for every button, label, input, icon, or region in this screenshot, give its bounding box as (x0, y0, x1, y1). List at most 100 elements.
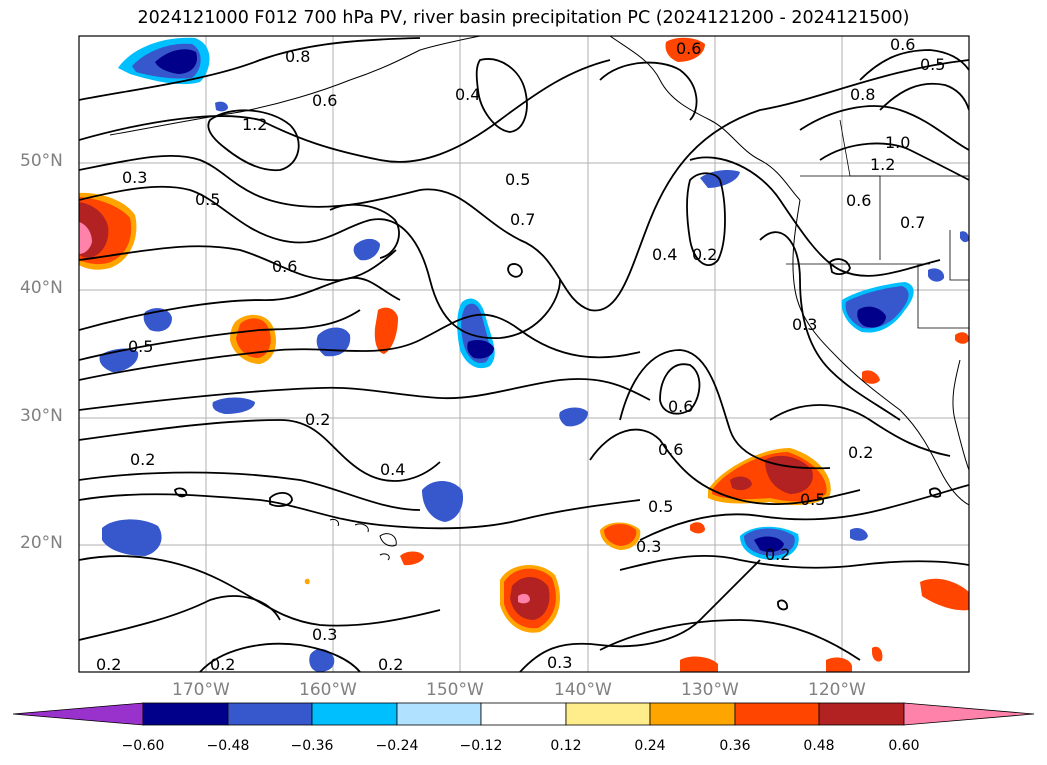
contour-label: 0.6 (890, 35, 915, 54)
contour-label: 0.2 (210, 655, 235, 674)
precip-pos-patch (765, 455, 813, 494)
precip-neg-patch (155, 49, 198, 74)
lon-tick-label: 170°W (172, 680, 230, 700)
contour-label: 0.6 (846, 191, 871, 210)
borders (786, 119, 969, 329)
contour-label: 0.5 (505, 170, 530, 189)
precip-neg-patch (559, 407, 588, 427)
precip-pos-patch (872, 646, 883, 662)
contour-label: 0.6 (312, 91, 337, 110)
contour-label: 0.4 (380, 460, 405, 479)
lat-tick-label: 50°N (20, 151, 63, 171)
colorbar-tick-label: 0.12 (550, 738, 582, 754)
colorbar-extend-high (903, 702, 1035, 726)
contour-label: 0.8 (285, 47, 310, 66)
contour-label: 0.3 (792, 315, 817, 334)
precip-pos-patch (400, 551, 424, 566)
colorbar-tick-label: 0.60 (888, 738, 920, 754)
contour-label: 0.3 (547, 653, 572, 672)
precip-pos-patch (518, 593, 530, 604)
lon-tick-label: 130°W (681, 680, 739, 700)
lon-tick-label: 140°W (554, 680, 612, 700)
colorbar-segment (227, 702, 313, 726)
coastlines (109, 36, 969, 561)
precip-blobs (79, 37, 969, 672)
precip-pos-patch (374, 307, 398, 354)
precip-pos-patch (920, 578, 969, 611)
colorbar-segment (396, 702, 482, 726)
precip-neg-patch (754, 536, 784, 552)
contour-label: 0.3 (122, 168, 147, 187)
colorbar-extend-low (12, 702, 144, 726)
contour-label: 1.0 (885, 133, 910, 152)
contour-label: 0.3 (636, 537, 661, 556)
colorbar-tick-label: −0.12 (459, 738, 503, 754)
precip-neg-patch (316, 327, 351, 357)
precip-neg-patch (215, 101, 228, 112)
contour-label: 0.5 (195, 190, 220, 209)
lon-tick-label: 120°W (808, 680, 866, 700)
colorbar-tick-label: 0.24 (634, 738, 666, 754)
contour-label: 0.2 (305, 410, 330, 429)
precip-neg-patch (353, 238, 380, 261)
colorbar-segment (142, 702, 229, 726)
contour-label: 0.2 (848, 443, 873, 462)
colorbar-segment (734, 702, 820, 726)
lat-tick-label: 30°N (20, 406, 63, 426)
contour-label: 0.7 (900, 213, 925, 232)
colorbar-segment (565, 702, 651, 726)
contour-label: 0.2 (378, 655, 403, 674)
contour-label: 0.3 (312, 625, 337, 644)
lat-tick-label: 20°N (20, 533, 63, 553)
contour-label: 0.2 (130, 450, 155, 469)
colorbar-tick-label: −0.60 (121, 738, 165, 754)
lon-tick-label: 160°W (299, 680, 357, 700)
contour-label: 0.6 (676, 39, 701, 58)
contour-label: 0.6 (658, 440, 683, 459)
colorbar-segment (649, 702, 736, 726)
precip-pos-patch (680, 656, 718, 672)
colorbar-tick-label: 0.48 (803, 738, 835, 754)
precip-neg-patch (309, 648, 335, 672)
precip-neg-patch (422, 481, 464, 522)
contour-label: 0.2 (765, 545, 790, 564)
precip-neg-patch (467, 340, 494, 359)
precip-pos-patch (826, 657, 852, 672)
contour-label: 0.2 (692, 245, 717, 264)
contour-label: 0.7 (510, 210, 535, 229)
precip-neg-patch (212, 397, 255, 414)
contour-label: 1.2 (870, 155, 895, 174)
colorbar-tick-label: −0.36 (290, 738, 334, 754)
colorbar (12, 702, 1035, 726)
precip-pos-patch (955, 332, 969, 344)
precip-pos-patch (79, 222, 92, 254)
contour-label: 0.5 (920, 55, 945, 74)
map-title: 2024121000 F012 700 hPa PV, river basin … (137, 8, 910, 28)
contour-label: 0.5 (128, 337, 153, 356)
contour-label: 1.2 (242, 115, 267, 134)
precip-neg-patch (99, 348, 139, 372)
precip-pos-patch (665, 37, 705, 62)
colorbar-tick-label: −0.24 (375, 738, 419, 754)
contour-label: 0.4 (652, 245, 677, 264)
precip-pos-patch (236, 318, 271, 358)
contour-label: 0.8 (850, 85, 875, 104)
contour-label: 0.4 (455, 85, 480, 104)
contour-label: 0.5 (800, 490, 825, 509)
precip-pos-patch (862, 370, 880, 384)
precip-neg-patch (857, 306, 886, 328)
precip-neg-patch (960, 231, 969, 243)
colorbar-tick-label: −0.48 (206, 738, 250, 754)
contour-labels: 0.8 0.6 1.2 0.4 0.5 0.7 0.3 0.5 0.6 0.5 … (96, 35, 945, 674)
precip-neg-patch (143, 308, 172, 332)
contour-label: 0.6 (668, 397, 693, 416)
colorbar-segment (818, 702, 905, 726)
precip-neg-patch (102, 519, 162, 556)
precip-pos-patch (690, 522, 705, 534)
contour-label: 0.6 (272, 257, 297, 276)
precip-pos-patch (304, 578, 310, 585)
precip-neg-patch (850, 528, 868, 541)
contour-label: 0.5 (648, 497, 673, 516)
precip-pos-patch (604, 524, 637, 546)
